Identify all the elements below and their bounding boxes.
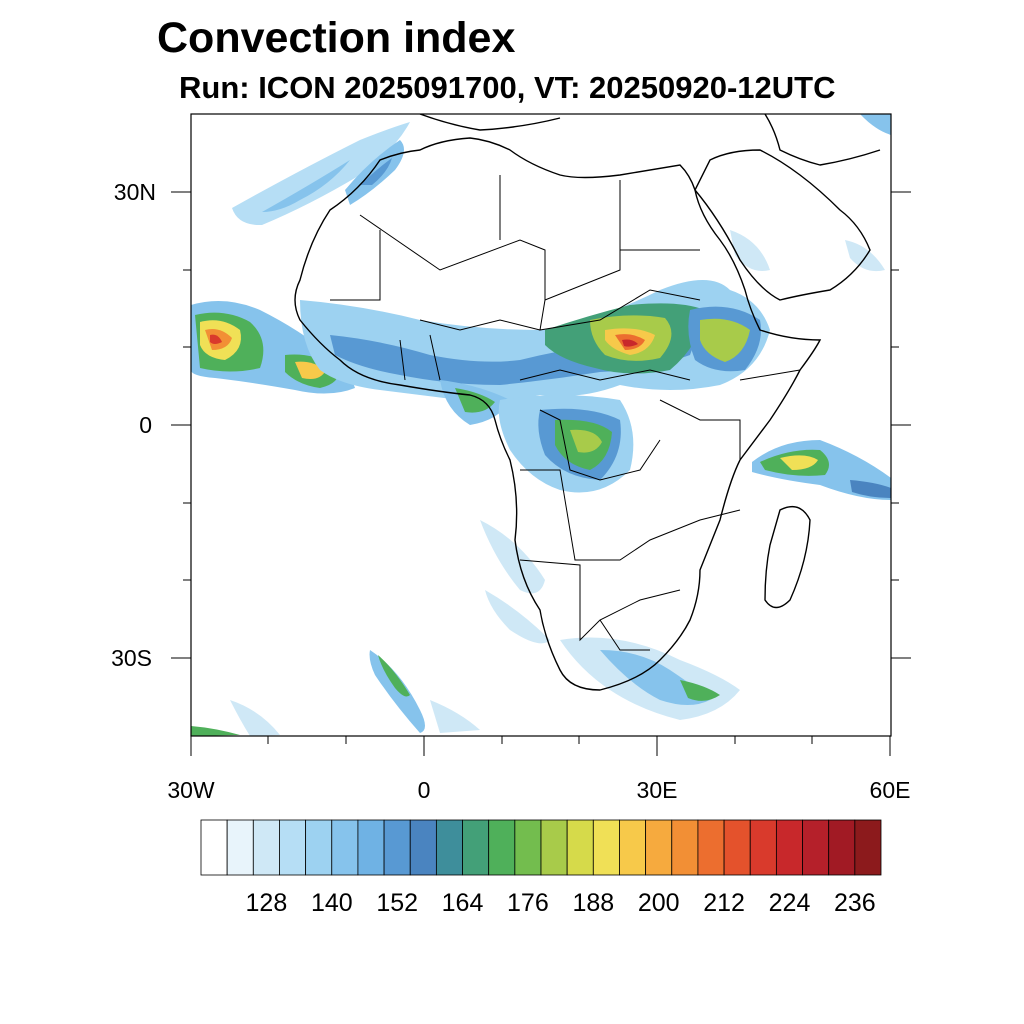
colorbar-label: 164	[442, 889, 484, 917]
colorbar-swatch	[435, 819, 463, 876]
colorbar-swatch	[697, 819, 725, 876]
colorbar-swatch	[226, 819, 254, 876]
colorbar-label: 212	[703, 889, 745, 917]
lon-label: 30E	[637, 777, 678, 803]
colorbar-swatch	[305, 819, 333, 876]
colorbar-swatch	[619, 819, 647, 876]
coastlines	[294, 114, 881, 691]
colorbar-swatch	[462, 819, 490, 876]
chart-subtitle: Run: ICON 2025091700, VT: 20250920-12UTC	[179, 70, 836, 105]
colorbar-swatch	[252, 819, 280, 876]
colorbar-swatch	[828, 819, 856, 876]
chart-title: Convection index	[157, 14, 516, 62]
colorbar-label: 152	[376, 889, 418, 917]
colorbar-label: 224	[769, 889, 811, 917]
colorbar-swatch	[592, 819, 620, 876]
colorbar-swatch	[645, 819, 673, 876]
lat-label: 0	[139, 412, 152, 438]
colorbar-swatch	[802, 819, 830, 876]
colorbar-label: 188	[572, 889, 614, 917]
colorbar-swatch	[723, 819, 751, 876]
colorbar-swatch	[200, 819, 228, 876]
colorbar-label: 176	[507, 889, 549, 917]
colorbar-swatch	[566, 819, 594, 876]
colorbar-swatch	[514, 819, 542, 876]
colorbar-label: 236	[834, 889, 876, 917]
lon-label: 0	[418, 777, 431, 803]
lat-label: 30N	[114, 179, 156, 205]
colorbar-swatch	[279, 819, 307, 876]
colorbar-swatch	[383, 819, 411, 876]
colorbar-swatch	[488, 819, 516, 876]
colorbar-swatch	[409, 819, 437, 876]
axis-ticks	[171, 191, 911, 756]
colorbar-label: 128	[246, 889, 288, 917]
colorbar-swatch	[749, 819, 777, 876]
colorbar-swatch	[854, 819, 882, 876]
lon-label: 60E	[870, 777, 911, 803]
lat-label: 30S	[111, 645, 152, 671]
colorbar-swatch	[331, 819, 359, 876]
colorbar-labels: 128 140 152 164 176 188 200 212 224 236	[246, 889, 876, 917]
country-borders	[330, 175, 801, 651]
convection-field	[191, 114, 891, 736]
colorbar-label: 200	[638, 889, 680, 917]
colorbar-swatch	[671, 819, 699, 876]
colorbar	[200, 819, 882, 876]
lon-label: 30W	[167, 777, 215, 803]
colorbar-label: 140	[311, 889, 353, 917]
colorbar-swatch	[775, 819, 803, 876]
colorbar-swatch	[540, 819, 568, 876]
colorbar-swatch	[357, 819, 385, 876]
